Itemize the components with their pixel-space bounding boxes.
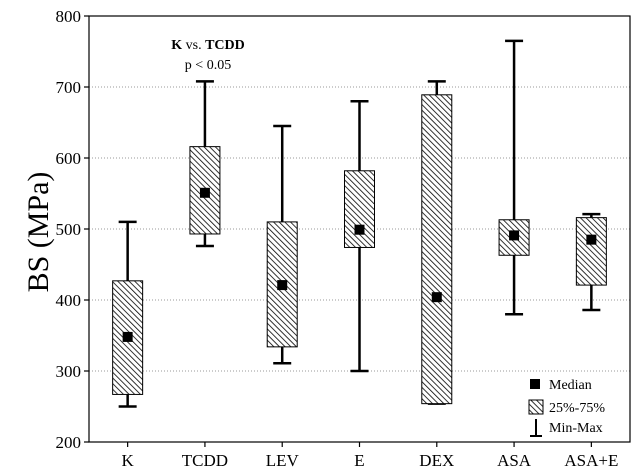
x-tick-label: E bbox=[354, 451, 364, 470]
iqr-box bbox=[575, 217, 607, 286]
annotation-pvalue: p < 0.05 bbox=[185, 58, 231, 73]
x-tick-label: DEX bbox=[419, 451, 454, 470]
legend-box-marker bbox=[528, 399, 544, 415]
box-dex bbox=[421, 80, 453, 405]
y-tick-label: 800 bbox=[56, 7, 82, 26]
iqr-box bbox=[344, 170, 375, 248]
box-k bbox=[112, 220, 144, 408]
boxes-layer bbox=[112, 39, 607, 408]
y-axis-title: BS (MPa) bbox=[22, 172, 55, 293]
x-tick-label: TCDD bbox=[182, 451, 228, 470]
annotation-group-a: K bbox=[171, 38, 182, 53]
y-tick-label: 600 bbox=[56, 149, 82, 168]
box-asa bbox=[498, 39, 530, 316]
legend-median-marker bbox=[530, 379, 540, 389]
x-tick-label: ASA bbox=[497, 451, 532, 470]
x-tick-label: K bbox=[122, 451, 135, 470]
y-tick-label: 700 bbox=[56, 78, 82, 97]
y-tick-label: 200 bbox=[56, 433, 82, 452]
box-lev bbox=[266, 124, 298, 365]
legend-whisker-label: Min-Max bbox=[549, 421, 603, 436]
annotation-line1: K vs. TCDD bbox=[171, 38, 245, 53]
median-marker bbox=[509, 230, 520, 241]
x-tick-label: LEV bbox=[266, 451, 300, 470]
box-e bbox=[344, 99, 375, 373]
annotation-group-b: TCDD bbox=[205, 38, 245, 53]
axes-layer: 200 300 400 500 600 700 800 K TCDD LEV E DEX ASA ASA+… bbox=[56, 7, 631, 470]
legend-median-label: Median bbox=[549, 378, 592, 393]
median-marker bbox=[354, 224, 365, 235]
annotation-vs: vs. bbox=[182, 38, 205, 53]
y-tick-label: 500 bbox=[56, 220, 82, 239]
median-marker bbox=[199, 187, 210, 198]
legend-whisker-marker bbox=[530, 419, 542, 437]
x-tick-label: ASA+E bbox=[564, 451, 618, 470]
median-marker bbox=[122, 331, 133, 342]
median-marker bbox=[431, 292, 442, 303]
y-tick-label: 300 bbox=[56, 362, 82, 381]
box-asa-e bbox=[575, 212, 607, 312]
iqr-box bbox=[421, 94, 453, 405]
legend-box-label: 25%-75% bbox=[549, 401, 605, 416]
median-marker bbox=[277, 280, 288, 291]
legend: Median 25%-75% Min-Max bbox=[528, 378, 605, 437]
median-marker bbox=[586, 234, 597, 245]
box-tcdd bbox=[189, 80, 221, 248]
y-tick-label: 400 bbox=[56, 291, 82, 310]
